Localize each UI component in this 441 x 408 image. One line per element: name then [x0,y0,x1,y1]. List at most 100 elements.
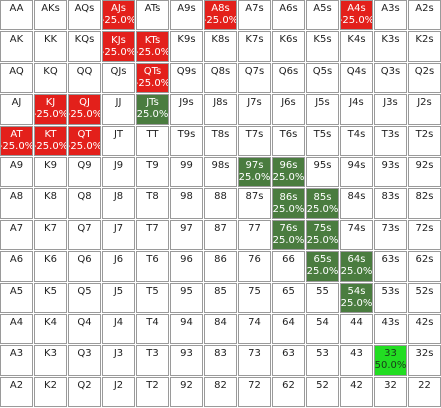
hand-label: T9s [177,128,196,140]
hand-label: ATs [144,3,161,14]
hand-label: K5s [313,34,332,46]
hand-cell: KJ -25.0% [34,94,67,125]
hand-cell: AT -25.0% [0,125,33,156]
hand-label: A5s [313,3,332,14]
hand-cell: 99 [170,156,203,188]
hand-cell: 53s [374,282,407,313]
hand-label: QQ [76,65,93,77]
hand-cell: 63 [272,345,305,376]
hand-label: J3 [113,348,124,360]
hand-label: A2s [415,3,434,14]
hand-frequency: -25.0% [102,46,135,58]
hand-label: KJ [45,97,56,109]
hand-label: 94s [347,159,366,171]
hand-label: AT [10,128,23,140]
hand-cell: 75 [238,282,271,313]
hand-cell: QTs -25.0% [136,62,169,94]
hand-label: 73s [381,222,400,234]
hand-label: T9 [146,159,159,171]
hand-cell: 98 [170,188,203,219]
hand-label: T5 [146,285,159,297]
hand-label: 44 [350,316,363,328]
hand-label: Q2 [77,379,92,391]
hand-label: A9 [9,159,24,171]
hand-label: J3s [383,97,398,109]
hand-cell: K3s [374,31,407,62]
hand-label: 54s [347,285,366,297]
hand-cell: 92 [170,376,203,408]
hand-cell: K5s [306,31,339,62]
hand-label: 74s [347,222,366,234]
hand-cell: 83 [204,345,237,376]
hand-frequency: -25.0% [34,140,67,152]
hand-cell: J4 [102,313,135,345]
hand-cell: Q3s [374,62,407,94]
hand-cell: 62s [408,251,441,282]
hand-cell: A5 [0,282,33,313]
hand-cell: T5 [136,282,169,313]
hand-cell: 42 [340,376,373,408]
hand-cell: 52s [408,282,441,313]
hand-label: 76 [248,254,261,266]
hand-label: A6s [279,3,298,14]
hand-frequency: -25.0% [136,46,169,58]
hand-cell: 85s 25.0% [306,188,339,219]
hand-cell: 55 [306,282,339,313]
hand-label: A6 [9,254,24,266]
hand-label: 97s [245,160,264,172]
hand-cell: T7 [136,219,169,251]
hand-cell: Q8 [68,188,101,219]
hand-label: Q4 [77,316,92,328]
hand-cell: K9 [34,156,67,188]
hand-label: A7 [9,222,24,234]
hand-cell: T3s [374,125,407,156]
hand-cell: A4 [0,313,33,345]
hand-cell: K6s [272,31,305,62]
hand-label: 72s [415,222,434,234]
hand-label: 82 [214,379,227,391]
hand-cell: 64s 25.0% [340,251,373,282]
hand-cell: T2 [136,376,169,408]
hand-frequency: 25.0% [306,234,339,246]
hand-frequency: -25.0% [34,109,67,121]
hand-label: 64s [347,254,366,266]
hand-label: Q4s [346,65,367,77]
hand-cell: T4 [136,313,169,345]
hand-label: 87 [214,222,227,234]
hand-cell: 76 [238,251,271,282]
hand-cell: AK [0,31,33,62]
hand-label: 92 [180,379,193,391]
hand-cell: 66 [272,251,305,282]
hand-label: T7s [245,128,264,140]
hand-cell: 54s 25.0% [340,282,373,313]
hand-cell: A7s [238,0,271,31]
hand-frequency: -25.0% [204,15,237,27]
hand-cell: 86s 25.0% [272,188,305,219]
hand-cell: 54 [306,313,339,345]
hand-cell: QJs [102,62,135,94]
hand-label: 92s [415,159,434,171]
hand-cell: J4s [340,94,373,125]
hand-cell: Q5 [68,282,101,313]
hand-cell: 44 [340,313,373,345]
hand-label: Q2s [414,65,435,77]
hand-label: KQs [74,34,95,46]
hand-cell: A6s [272,0,305,31]
hand-cell: 73s [374,219,407,251]
hand-cell: 52 [306,376,339,408]
hand-cell: A8 [0,188,33,219]
hand-label: 96s [279,160,298,172]
hand-cell: 98s [204,156,237,188]
hand-cell: T2s [408,125,441,156]
hand-label: 93 [180,348,193,360]
hand-label: JJ [115,97,122,109]
hand-label: 72 [248,379,261,391]
hand-label: J6 [113,254,124,266]
hand-frequency: 25.0% [272,203,305,215]
hand-label: 32 [384,379,397,391]
hand-cell: 72 [238,376,271,408]
hand-cell: J3s [374,94,407,125]
hand-label: QTs [143,65,162,77]
hand-cell: K3 [34,345,67,376]
hand-cell: 43 [340,345,373,376]
